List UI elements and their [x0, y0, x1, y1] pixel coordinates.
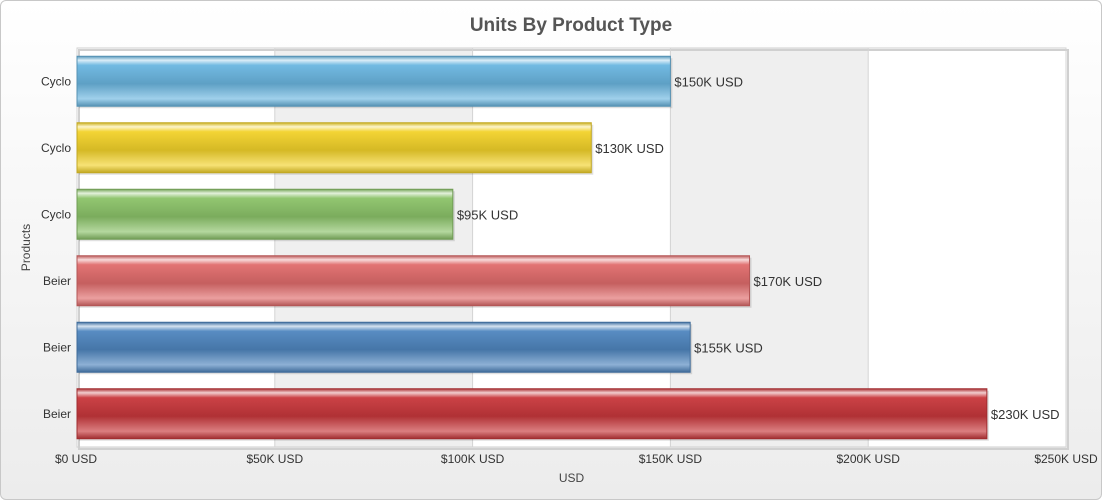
- plot-band: [868, 48, 1066, 447]
- bar: [76, 55, 671, 107]
- bar: [76, 388, 988, 440]
- data-label: $155K USD: [694, 340, 763, 355]
- y-tick-label: Cyclo: [41, 141, 71, 155]
- plot-band: [670, 48, 869, 447]
- x-axis-title: USD: [559, 471, 585, 485]
- bar: [76, 122, 592, 174]
- x-tick-label: $0 USD: [55, 452, 97, 466]
- plot-shadow: [78, 49, 1069, 450]
- plot-band: [77, 48, 275, 447]
- data-label: $150K USD: [674, 74, 743, 89]
- data-label: $170K USD: [754, 274, 823, 289]
- data-label: $230K USD: [991, 407, 1060, 422]
- plot-band: [472, 48, 671, 447]
- y-tick-label: Beier: [43, 407, 71, 421]
- x-tick-label: $50K USD: [246, 452, 303, 466]
- y-axis-title: Products: [19, 224, 33, 271]
- x-tick-label: $100K USD: [441, 452, 505, 466]
- y-tick-label: Cyclo: [41, 74, 71, 88]
- x-tick-label: $250K USD: [1034, 452, 1098, 466]
- y-tick-label: Cyclo: [41, 207, 71, 221]
- y-tick-label: Beier: [43, 274, 71, 288]
- x-tick-label: $200K USD: [837, 452, 901, 466]
- chart-title: Units By Product Type: [469, 15, 673, 36]
- data-label: $95K USD: [457, 207, 518, 222]
- plot-band: [274, 48, 473, 447]
- bar: [76, 188, 454, 240]
- data-label: $130K USD: [595, 141, 664, 156]
- bar: [76, 255, 751, 307]
- y-tick-label: Beier: [43, 340, 71, 354]
- bar: [76, 321, 691, 373]
- x-tick-label: $150K USD: [639, 452, 703, 466]
